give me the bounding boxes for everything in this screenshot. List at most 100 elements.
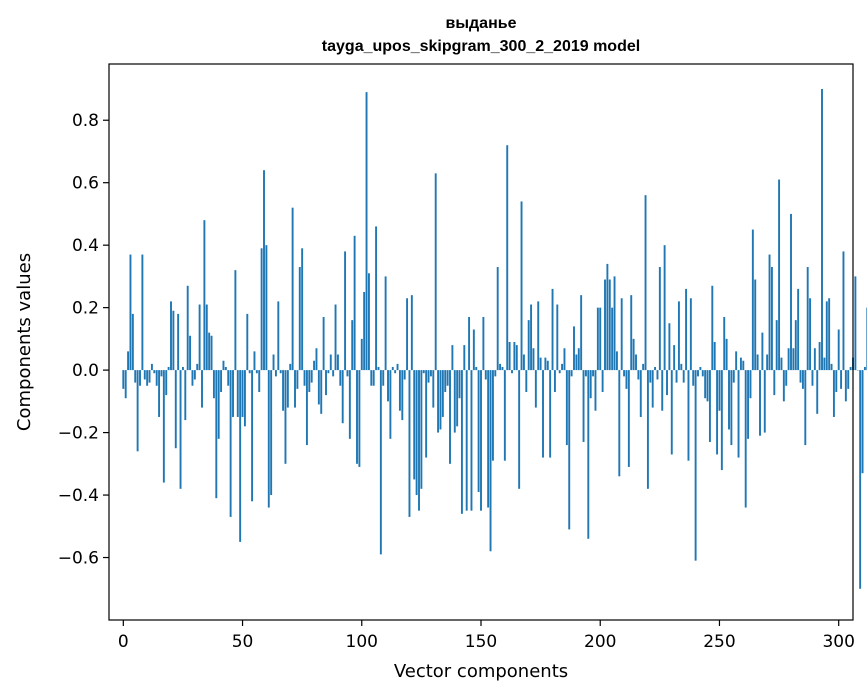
bar (649, 370, 652, 383)
bar (847, 370, 850, 389)
bar (196, 363, 199, 371)
bar (389, 370, 392, 439)
bar (532, 348, 535, 371)
bar (160, 370, 163, 377)
bar (267, 370, 270, 508)
bar (787, 348, 790, 371)
bar (172, 310, 175, 371)
bar (575, 354, 578, 371)
bar (797, 288, 800, 371)
bar (310, 370, 313, 383)
bar (773, 370, 776, 396)
bar (305, 370, 308, 446)
bar (258, 370, 261, 392)
bar (863, 366, 866, 371)
bar (828, 298, 831, 371)
bar (556, 304, 559, 371)
bar (284, 370, 287, 464)
bar (518, 370, 521, 489)
bar (525, 370, 528, 392)
bar (613, 276, 616, 371)
bar (475, 366, 478, 371)
bar (124, 370, 127, 399)
bar (644, 195, 647, 371)
bar (596, 307, 599, 371)
bar (198, 304, 201, 371)
bar (694, 370, 697, 561)
bar (654, 366, 657, 371)
bar (165, 370, 168, 396)
bar (425, 370, 428, 458)
bar (413, 370, 416, 480)
bar (558, 370, 561, 374)
bar (205, 304, 208, 371)
bar (732, 370, 735, 383)
bar (303, 370, 306, 386)
bar (220, 370, 223, 392)
bar (313, 360, 316, 371)
bar (749, 370, 752, 399)
bar (704, 370, 707, 399)
bar (761, 332, 764, 371)
bar (286, 370, 289, 408)
bar (677, 301, 680, 371)
bar (394, 370, 397, 374)
bar (608, 279, 611, 371)
bar (227, 370, 230, 386)
bar (377, 366, 380, 371)
bar (251, 370, 254, 502)
bar (508, 342, 511, 371)
bar (446, 370, 449, 386)
bar (530, 304, 533, 371)
bar (854, 276, 857, 371)
bar (291, 207, 294, 371)
bar (844, 370, 847, 402)
bars-group (122, 88, 867, 589)
bar (539, 357, 542, 371)
bar (570, 370, 573, 377)
bar (522, 354, 525, 371)
bar (520, 201, 523, 371)
bar (606, 263, 609, 371)
bar (153, 370, 156, 374)
bar (148, 370, 151, 383)
bar (150, 363, 153, 371)
bar (656, 370, 659, 380)
bar (320, 370, 323, 414)
bar (158, 370, 161, 417)
bar (804, 370, 807, 446)
bar (689, 298, 692, 371)
bar (327, 370, 330, 374)
bar (513, 342, 516, 371)
bar (437, 370, 440, 433)
y-tick-label: −0.4 (58, 486, 99, 506)
bar (429, 370, 432, 377)
bar (697, 370, 699, 377)
y-axis-ticks: −0.6 −0.4 −0.2 0.0 0.2 0.4 0.6 0.8 (58, 111, 109, 569)
bar (561, 363, 564, 371)
bar (515, 345, 518, 371)
bar (739, 357, 742, 371)
bar (186, 285, 189, 371)
bar (615, 351, 618, 371)
bar (334, 304, 337, 371)
bar (427, 370, 430, 383)
bar (587, 370, 590, 539)
bar (418, 370, 420, 511)
bar (713, 342, 716, 371)
bar (637, 370, 640, 380)
bar (549, 370, 552, 458)
x-tick-label: 200 (584, 632, 616, 652)
bar (794, 320, 797, 371)
bar (143, 370, 146, 380)
bar (139, 370, 141, 386)
bar (630, 295, 633, 371)
bar (487, 370, 490, 508)
bar (317, 370, 320, 405)
bar (456, 370, 459, 427)
bar (801, 370, 804, 389)
bar (635, 354, 637, 371)
bar (625, 370, 628, 389)
bar (790, 213, 792, 371)
